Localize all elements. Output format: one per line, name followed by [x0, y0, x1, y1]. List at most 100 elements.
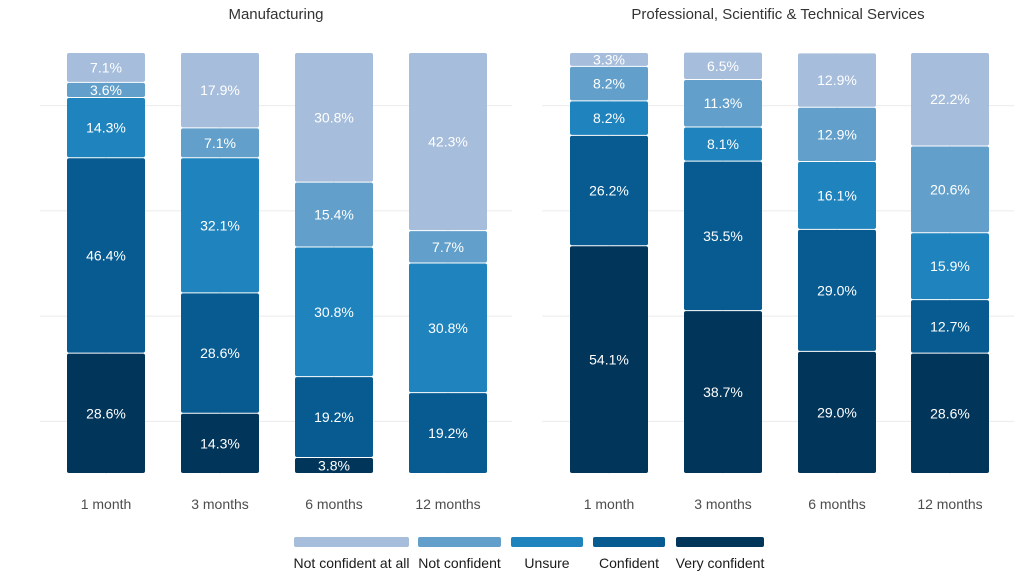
bar-segment-confident-6-months: [295, 377, 373, 458]
legend-item-very-confident: Very confident: [676, 537, 765, 571]
data-label: 16.1%: [817, 187, 857, 203]
bar-segment-unsure-6-months: [295, 247, 373, 377]
bar-segment-very-confident-3-months: [181, 413, 259, 473]
bar-segment-very-confident-6-months: [798, 351, 876, 473]
legend: Not confident at all Not confident Unsure C…: [294, 537, 765, 571]
data-label: 19.2%: [314, 409, 354, 425]
data-label: 28.6%: [930, 405, 970, 421]
data-label: 28.6%: [200, 345, 240, 361]
data-label: 12.9%: [817, 72, 857, 88]
data-label: 38.7%: [703, 384, 743, 400]
bar-segment-not-confident-at-all-3-months: [684, 52, 762, 79]
bar-segment-not-confident-3-months: [181, 128, 259, 158]
data-label: 17.9%: [200, 82, 240, 98]
data-label: 7.1%: [90, 59, 122, 75]
data-label: 35.5%: [703, 228, 743, 244]
data-label: 3.6%: [90, 82, 122, 98]
data-label: 14.3%: [86, 120, 126, 136]
bar-segment-very-confident-12-months: [911, 353, 989, 473]
bar-segment-confident-1-month: [570, 135, 648, 246]
data-label: 15.9%: [930, 258, 970, 274]
bar-segment-confident-6-months: [798, 229, 876, 351]
bar-segment-very-confident-1-month: [570, 246, 648, 473]
data-label: 42.3%: [428, 134, 468, 150]
bar-segment-unsure-6-months: [798, 162, 876, 229]
data-label: 54.1%: [589, 352, 629, 368]
bar-segment-not-confident-at-all-3-months: [181, 53, 259, 128]
panel-manufacturing: Manufacturing 28.6% 46.4% 14.3% 3.6% 7.1% 1 mo…: [40, 6, 512, 512]
bar-segment-not-confident-1-month: [570, 66, 648, 101]
bar-segment-not-confident-1-month: [67, 82, 145, 98]
bar-segment-not-confident-at-all-1-month: [570, 53, 648, 66]
legend-swatch: [294, 537, 409, 547]
x-tick-label: 1 month: [584, 496, 635, 512]
bar-segment-confident-3-months: [181, 293, 259, 413]
bar-segment-very-confident-6-months: [295, 458, 373, 473]
data-label: 12.9%: [817, 126, 857, 142]
data-label: 32.1%: [200, 217, 240, 233]
panel-title: Professional, Scientific & Technical Ser…: [631, 6, 924, 23]
bar-segment-not-confident-at-all-12-months: [911, 53, 989, 146]
legend-label: Not confident: [418, 555, 501, 571]
data-label: 15.4%: [314, 207, 354, 223]
data-label: 46.4%: [86, 247, 126, 263]
panel-professional-scientific-technical-services: Professional, Scientific & Technical Ser…: [542, 6, 1014, 512]
x-tick-label: 3 months: [191, 496, 249, 512]
data-label: 29.0%: [817, 282, 857, 298]
bar-segment-confident-1-month: [67, 158, 145, 353]
x-tick-label: 1 month: [81, 496, 132, 512]
data-label: 14.3%: [200, 435, 240, 451]
bar-segment-unsure-12-months: [911, 233, 989, 300]
legend-swatch: [418, 537, 501, 547]
bar-segment-confident-12-months: [409, 393, 487, 473]
bar-segment-not-confident-at-all-6-months: [798, 53, 876, 107]
data-label: 20.6%: [930, 181, 970, 197]
bar-segment-unsure-1-month: [570, 101, 648, 135]
data-label: 30.8%: [314, 109, 354, 125]
legend-label: Very confident: [676, 555, 765, 571]
data-label: 11.3%: [704, 95, 743, 111]
bar-segment-very-confident-3-months: [684, 311, 762, 473]
data-label: 26.2%: [589, 183, 629, 199]
x-tick-label: 6 months: [808, 496, 866, 512]
legend-label: Unsure: [524, 555, 569, 571]
legend-item-confident: Confident: [593, 537, 665, 571]
data-label: 8.2%: [593, 110, 625, 126]
data-label: 30.8%: [428, 320, 468, 336]
data-label: 7.1%: [204, 135, 236, 151]
bar-segment-not-confident-at-all-1-month: [67, 53, 145, 82]
bar-segment-not-confident-6-months: [798, 107, 876, 162]
data-label: 19.2%: [428, 425, 468, 441]
data-label: 8.1%: [707, 136, 739, 152]
bar-segment-not-confident-6-months: [295, 182, 373, 247]
legend-label: Not confident at all: [294, 555, 410, 571]
x-tick-label: 12 months: [415, 496, 480, 512]
data-label: 30.8%: [314, 304, 354, 320]
bar-segment-not-confident-at-all-12-months: [409, 53, 487, 231]
legend-item-unsure: Unsure: [511, 537, 583, 571]
legend-swatch: [511, 537, 583, 547]
legend-label: Confident: [599, 555, 659, 571]
bar-segment-not-confident-12-months: [409, 231, 487, 263]
data-label: 3.3%: [593, 51, 625, 67]
x-tick-label: 12 months: [917, 496, 982, 512]
bar-segment-unsure-1-month: [67, 98, 145, 158]
x-tick-label: 6 months: [305, 496, 363, 512]
bar-segment-not-confident-at-all-6-months: [295, 53, 373, 182]
bar-segment-unsure-3-months: [684, 127, 762, 161]
bar-segment-not-confident-12-months: [911, 146, 989, 233]
bar-segment-very-confident-1-month: [67, 353, 145, 473]
legend-swatch: [676, 537, 764, 547]
data-label: 29.0%: [817, 404, 857, 420]
legend-item-not-confident: Not confident: [418, 537, 501, 571]
data-label: 28.6%: [86, 405, 126, 421]
legend-swatch: [593, 537, 665, 547]
data-label: 6.5%: [707, 58, 739, 74]
data-label: 22.2%: [930, 91, 970, 107]
data-label: 8.2%: [593, 76, 625, 92]
legend-item-not-confident-at-all: Not confident at all: [294, 537, 410, 571]
bar-segment-confident-12-months: [911, 300, 989, 353]
data-label: 3.8%: [318, 458, 350, 474]
bar-segment-not-confident-3-months: [684, 79, 762, 127]
